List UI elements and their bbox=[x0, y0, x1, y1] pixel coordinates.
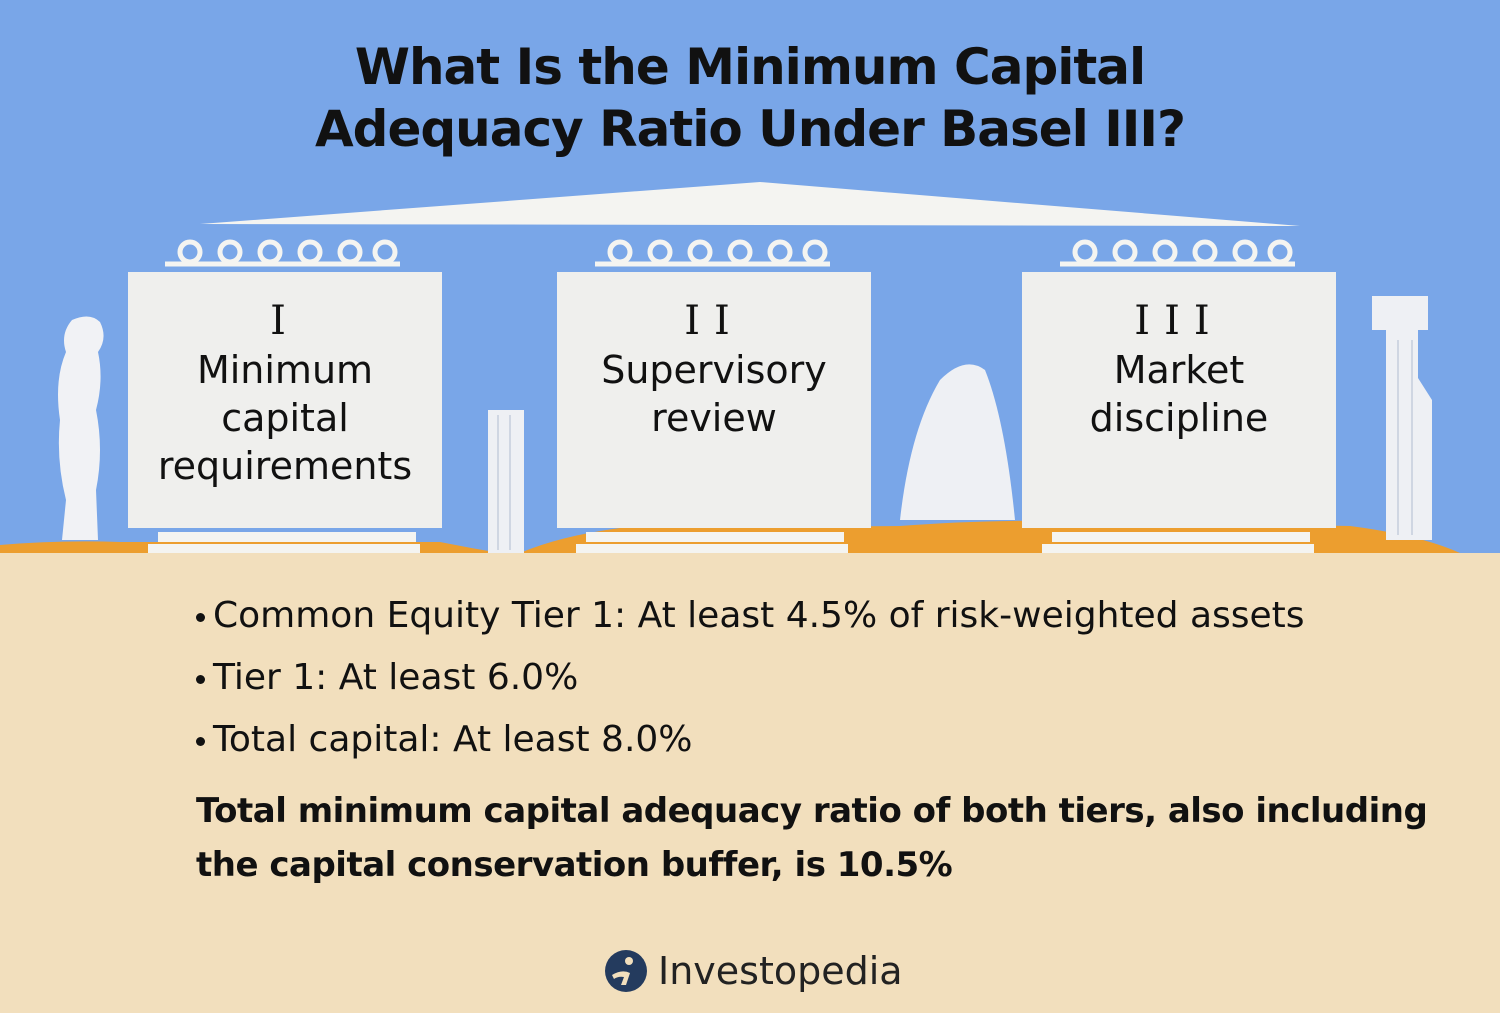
temple-illustration bbox=[0, 182, 1460, 553]
list-item: Common Equity Tier 1: At least 4.5% of r… bbox=[196, 590, 1305, 652]
pillar-2-line-2: review bbox=[651, 396, 777, 440]
brand-logo: Investopedia bbox=[604, 945, 903, 997]
pillar-base-3 bbox=[1052, 532, 1310, 542]
pillar-3-line-1: Market bbox=[1113, 348, 1245, 392]
pillar-1: I Minimum capital requirements bbox=[128, 296, 442, 490]
summary-text: Total minimum capital adequacy ratio of … bbox=[196, 791, 1428, 885]
page-title: What Is the Minimum Capital Adequacy Rat… bbox=[0, 36, 1500, 160]
pillar-3: III Market discipline bbox=[1022, 296, 1336, 442]
pillar-2: II Supervisory review bbox=[557, 296, 871, 442]
bullet-dot-icon bbox=[196, 736, 205, 746]
pillar-block-1 bbox=[128, 272, 442, 528]
list-item: Tier 1: At least 6.0% bbox=[196, 652, 1305, 714]
info-panel bbox=[0, 553, 1500, 1013]
scrolls-left bbox=[165, 239, 400, 267]
pillar-block-3 bbox=[1022, 272, 1336, 528]
pillar-2-line-1: Supervisory bbox=[601, 348, 827, 392]
pillar-2-numeral: II bbox=[684, 298, 744, 344]
scrolls-right bbox=[1060, 239, 1295, 267]
pillar-1-numeral: I bbox=[270, 298, 300, 344]
bullet-dot-icon bbox=[196, 612, 205, 622]
pediment bbox=[200, 182, 1300, 226]
pillar-3-line-2: discipline bbox=[1089, 396, 1269, 440]
pillar-base-1 bbox=[158, 532, 416, 542]
title-line-2: Adequacy Ratio Under Basel III? bbox=[314, 100, 1186, 158]
pillar-base-2 bbox=[586, 532, 844, 542]
investopedia-logo-icon bbox=[605, 950, 647, 992]
pillar-1-line-1: Minimum bbox=[196, 348, 374, 392]
pillar-1-line-3: requirements bbox=[157, 444, 413, 488]
requirements-list: Common Equity Tier 1: At least 4.5% of r… bbox=[196, 590, 1305, 776]
list-item: Total capital: At least 8.0% bbox=[196, 714, 1305, 776]
stone-ruin bbox=[900, 364, 1015, 520]
bullet-dot-icon bbox=[196, 674, 205, 684]
pillar-block-2 bbox=[557, 272, 871, 528]
scroll-ornaments bbox=[165, 239, 1295, 267]
brand-name: Investopedia bbox=[658, 949, 903, 993]
pillar-3-numeral: III bbox=[1134, 298, 1224, 344]
column-right bbox=[1372, 296, 1432, 540]
broken-column bbox=[488, 410, 524, 553]
scrolls-middle bbox=[595, 239, 830, 267]
statue-left bbox=[58, 316, 104, 540]
title-line-1: What Is the Minimum Capital bbox=[354, 38, 1146, 96]
pillar-1-line-2: capital bbox=[221, 396, 349, 440]
